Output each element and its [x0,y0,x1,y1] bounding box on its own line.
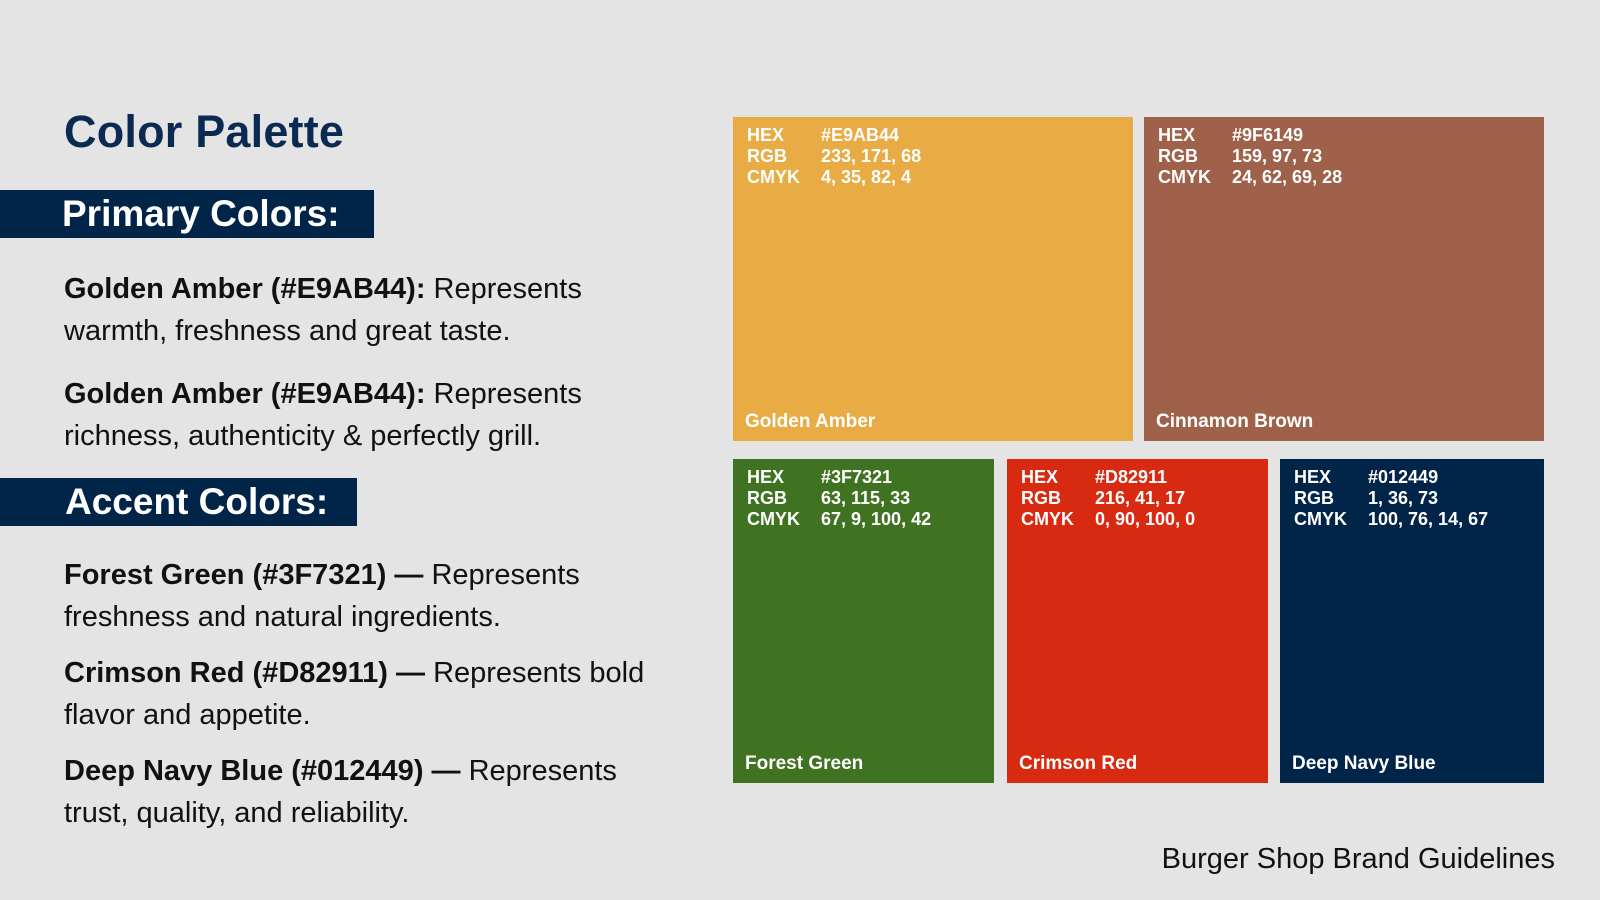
color-name: Forest Green (#3F7321) — [64,559,424,591]
hex-label: HEX [1294,467,1332,487]
color-meaning: Represents trust, quality, and reliabili… [64,755,617,829]
swatch-deep-navy-blue: HEX #012449 RGB 1, 36, 73 CMYK 100, 76, 14,… [1280,459,1544,783]
primary-color-description: Golden Amber (#E9AB44): Represents warmt… [64,268,684,352]
swatch-name: Deep Navy Blue [1292,753,1436,774]
color-meaning: Represents freshness and natural ingredi… [64,559,580,633]
cmyk-label: CMYK [1294,509,1347,529]
rgb-label: RGB [1021,488,1061,508]
primary-color-description: Golden Amber (#E9AB44): Represents richn… [64,373,684,457]
color-name: Deep Navy Blue (#012449) — [64,755,461,787]
hex-label: HEX [1021,467,1059,487]
page-title: Color Palette [64,106,345,157]
swatch-crimson-red: HEX #D82911 RGB 216, 41, 17 CMYK 0, 90, 100… [1007,459,1268,783]
hex-value: #D82911 [1095,467,1168,487]
rgb-label: RGB [1294,488,1334,508]
swatch-codes: HEX #E9AB44 RGB 233, 171, 68 CMYK 4, 35, 82… [747,125,921,188]
swatch-cinnamon-brown: HEX #9F6149 RGB 159, 97, 73 CMYK 24, 62, 69… [1144,117,1544,441]
swatch-codes: HEX #3F7321 RGB 63, 115, 33 CMYK 67, 9, 100… [747,467,931,530]
color-name: Crimson Red (#D82911) — [64,657,426,689]
cmyk-value: 0, 90, 100, 0 [1095,509,1196,529]
accent-color-description: Forest Green (#3F7321) — Represents fres… [64,554,684,638]
cmyk-value: 4, 35, 82, 4 [821,167,912,187]
swatch-name: Crimson Red [1019,753,1138,774]
color-name: Golden Amber (#E9AB44): [64,273,426,305]
hex-value: #012449 [1368,467,1439,487]
rgb-value: 63, 115, 33 [821,488,911,508]
swatch-name: Cinnamon Brown [1156,411,1314,432]
swatch-name: Golden Amber [745,411,876,432]
color-name: Golden Amber (#E9AB44): [64,378,426,410]
rgb-value: 233, 171, 68 [821,146,922,166]
rgb-label: RGB [747,488,787,508]
color-meaning: Represents bold flavor and appetite. [64,657,645,731]
rgb-value: 216, 41, 17 [1095,488,1186,508]
accent-color-description: Deep Navy Blue (#012449) — Represents tr… [64,750,684,834]
rgb-value: 1, 36, 73 [1368,488,1439,508]
rgb-label: RGB [747,146,787,166]
swatch-codes: HEX #012449 RGB 1, 36, 73 CMYK 100, 76, 14,… [1294,467,1488,530]
color-meaning: Represents richness, authenticity & perf… [64,378,582,452]
cmyk-label: CMYK [1158,167,1211,187]
primary-colors-heading: Primary Colors: [0,190,374,238]
rgb-value: 159, 97, 73 [1232,146,1323,166]
swatch-name: Forest Green [745,753,864,774]
swatch-forest-green: HEX #3F7321 RGB 63, 115, 33 CMYK 67, 9, 100… [733,459,994,783]
color-meaning: Represents warmth, freshness and great t… [64,273,582,347]
swatch-golden-amber: HEX #E9AB44 RGB 233, 171, 68 CMYK 4, 35, 82… [733,117,1133,441]
cmyk-label: CMYK [1021,509,1074,529]
footer-brand-guidelines: Burger Shop Brand Guidelines [1161,843,1555,875]
hex-label: HEX [1158,125,1196,145]
accent-colors-heading: Accent Colors: [0,478,357,526]
hex-value: #E9AB44 [821,125,900,145]
swatch-codes: HEX #D82911 RGB 216, 41, 17 CMYK 0, 90, 100… [1021,467,1195,530]
hex-label: HEX [747,467,785,487]
cmyk-value: 67, 9, 100, 42 [821,509,932,529]
swatch-codes: HEX #9F6149 RGB 159, 97, 73 CMYK 24, 62, 69… [1158,125,1342,188]
hex-value: #9F6149 [1232,125,1304,145]
accent-color-description: Crimson Red (#D82911) — Represents bold … [64,652,684,736]
cmyk-value: 24, 62, 69, 28 [1232,167,1343,187]
cmyk-value: 100, 76, 14, 67 [1368,509,1489,529]
cmyk-label: CMYK [747,509,800,529]
hex-value: #3F7321 [821,467,893,487]
cmyk-label: CMYK [747,167,800,187]
rgb-label: RGB [1158,146,1198,166]
hex-label: HEX [747,125,785,145]
